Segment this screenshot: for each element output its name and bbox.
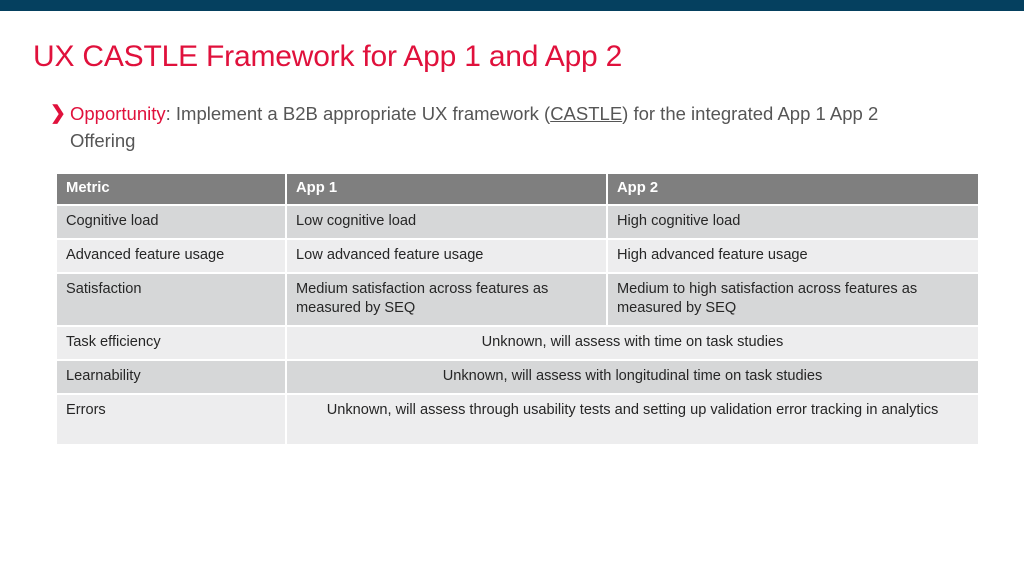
cell-metric: Learnability	[57, 360, 287, 395]
table-body: Cognitive load Low cognitive load High c…	[57, 205, 978, 446]
opportunity-text-after-link: ) for the integrated App 1 App 2 Offerin…	[70, 103, 879, 151]
table-row: Errors Unknown, will assess through usab…	[57, 394, 978, 446]
column-header-app1: App 1	[286, 174, 608, 206]
opportunity-separator: :	[165, 103, 176, 124]
castle-link[interactable]: CASTLE	[550, 103, 623, 124]
table-row: Task efficiency Unknown, will assess wit…	[57, 326, 978, 361]
opportunity-label: Opportunity	[70, 103, 166, 124]
cell-app2: High cognitive load	[607, 205, 978, 240]
opportunity-text-before-link: Implement a B2B appropriate UX framework…	[175, 103, 551, 124]
cell-app1: Medium satisfaction across features as m…	[286, 273, 608, 327]
cell-metric: Task efficiency	[57, 326, 287, 361]
chevron-right-icon: ❯	[50, 103, 66, 124]
metrics-table: Metric App 1 App 2 Cognitive load Low co…	[57, 174, 978, 446]
cell-merged-value: Unknown, will assess through usability t…	[286, 394, 978, 446]
cell-app2: High advanced feature usage	[607, 239, 978, 274]
table-header-row: Metric App 1 App 2	[57, 174, 978, 206]
cell-merged-value: Unknown, will assess with time on task s…	[286, 326, 978, 361]
table-row: Learnability Unknown, will assess with l…	[57, 360, 978, 395]
table-row: Cognitive load Low cognitive load High c…	[57, 205, 978, 240]
table-row: Satisfaction Medium satisfaction across …	[57, 273, 978, 327]
table-row: Advanced feature usage Low advanced feat…	[57, 239, 978, 274]
cell-metric: Satisfaction	[57, 273, 287, 327]
column-header-metric: Metric	[57, 174, 287, 206]
cell-app2: Medium to high satisfaction across featu…	[607, 273, 978, 327]
page-title: UX CASTLE Framework for App 1 and App 2	[33, 40, 623, 73]
cell-merged-value: Unknown, will assess with longitudinal t…	[286, 360, 978, 395]
column-header-app2: App 2	[607, 174, 978, 206]
opportunity-text: Opportunity: Implement a B2B appropriate…	[70, 100, 948, 154]
cell-app1: Low advanced feature usage	[286, 239, 608, 274]
cell-metric: Advanced feature usage	[57, 239, 287, 274]
cell-metric: Cognitive load	[57, 205, 287, 240]
cell-metric: Errors	[57, 394, 287, 446]
table-head: Metric App 1 App 2	[57, 174, 978, 206]
cell-app1: Low cognitive load	[286, 205, 608, 240]
opportunity-bullet: ❯ Opportunity: Implement a B2B appropria…	[48, 100, 948, 154]
top-accent-bar	[0, 0, 1024, 11]
